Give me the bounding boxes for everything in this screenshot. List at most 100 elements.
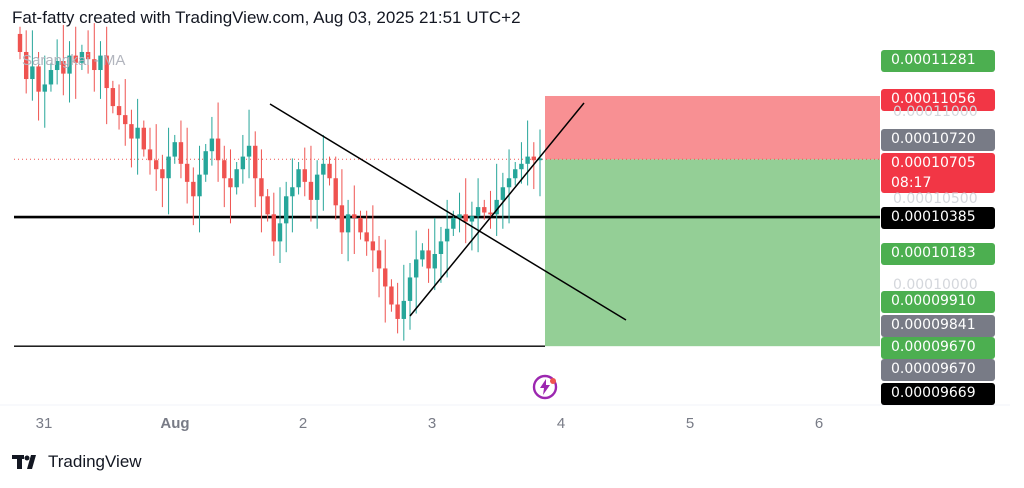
candle-body bbox=[17, 33, 23, 52]
candle-body bbox=[160, 169, 165, 179]
candle-body bbox=[48, 70, 54, 85]
candle-body bbox=[61, 61, 66, 74]
price-label-value: 0.00011281 bbox=[891, 52, 976, 68]
candle-body bbox=[197, 174, 202, 197]
candle-body bbox=[283, 196, 289, 224]
bolt-icon[interactable] bbox=[531, 373, 559, 401]
time-tick: 2 bbox=[298, 415, 308, 432]
price-label-value: 0.00009670 bbox=[891, 339, 976, 355]
price-tick: 0.00011000 bbox=[893, 104, 978, 120]
candle-body bbox=[271, 214, 277, 242]
candle-body bbox=[98, 55, 103, 71]
price-label: 0.00009670 bbox=[881, 359, 995, 381]
candle-body bbox=[345, 214, 351, 233]
take-profit-zone bbox=[545, 159, 880, 347]
candle-body bbox=[302, 169, 307, 182]
candle-body bbox=[54, 61, 60, 71]
price-label: 0.00011281 bbox=[881, 50, 995, 72]
candle-body bbox=[265, 196, 270, 215]
countdown-timer: 08:17 bbox=[891, 175, 932, 191]
price-label: 0.00010385 bbox=[881, 207, 995, 229]
time-tick: 5 bbox=[685, 415, 695, 432]
candle-body bbox=[469, 216, 475, 222]
candle-body bbox=[370, 241, 376, 251]
candle-body bbox=[166, 156, 171, 179]
candle-body bbox=[277, 223, 283, 242]
ascending-trendline bbox=[409, 102, 585, 317]
candle-body bbox=[73, 55, 78, 63]
price-label: 0.00009841 bbox=[881, 315, 995, 337]
candle-body bbox=[178, 142, 184, 164]
candle-body bbox=[308, 181, 314, 200]
candle-body bbox=[296, 169, 301, 188]
candle-body bbox=[327, 163, 332, 179]
candle-body bbox=[259, 178, 264, 197]
price-label: 0.00009910 bbox=[881, 291, 995, 313]
candle-body bbox=[358, 217, 363, 233]
candle-body bbox=[246, 145, 252, 157]
candle-body bbox=[364, 232, 369, 242]
candle-body bbox=[67, 55, 72, 74]
tradingview-logo-icon bbox=[12, 455, 36, 469]
price-label: 0.00011056 bbox=[881, 89, 995, 111]
time-tick: Aug bbox=[160, 415, 190, 432]
candle-body bbox=[110, 88, 116, 107]
price-label-value: 0.00009910 bbox=[891, 293, 976, 309]
price-label: 0.00009669 bbox=[881, 383, 995, 405]
candle-body bbox=[506, 178, 512, 188]
price-label: 0.00010705 08:17 bbox=[881, 153, 995, 193]
candle-body bbox=[432, 254, 437, 269]
candle-body bbox=[215, 138, 221, 161]
candle-body bbox=[222, 160, 227, 179]
candle-body bbox=[463, 214, 468, 222]
stop-loss-zone bbox=[545, 95, 880, 160]
candle-body bbox=[234, 169, 239, 188]
candle-body bbox=[135, 127, 140, 139]
candle-body bbox=[482, 207, 487, 213]
time-tick: 31 bbox=[35, 415, 53, 432]
candle-body bbox=[500, 187, 506, 200]
candle-body bbox=[184, 163, 190, 182]
candle-body bbox=[383, 268, 388, 287]
candle-body bbox=[494, 199, 499, 215]
candle-body bbox=[129, 124, 134, 139]
price-label-value: 0.00009669 bbox=[891, 385, 976, 401]
price-label-value: 0.00010385 bbox=[891, 209, 976, 225]
price-label: 0.00010183 bbox=[881, 243, 995, 265]
candle-body bbox=[333, 178, 338, 206]
candle-body bbox=[314, 174, 320, 200]
candle-body bbox=[85, 51, 91, 60]
candle-body bbox=[203, 151, 208, 175]
candle-body bbox=[531, 156, 537, 161]
candle-body bbox=[228, 178, 233, 188]
price-label-value: 0.00010720 bbox=[891, 131, 976, 147]
candle-body bbox=[92, 59, 97, 71]
price-tick: 0.00010500 bbox=[893, 191, 978, 207]
candle-body bbox=[389, 286, 394, 305]
chart-header: Fat-fatty created with TradingView.com, … bbox=[12, 8, 521, 27]
price-tick: 0.00010000 bbox=[893, 277, 978, 293]
candle-body bbox=[537, 158, 543, 161]
candle-body bbox=[444, 228, 450, 242]
price-label-value: 0.00009670 bbox=[891, 361, 976, 377]
candle-body bbox=[413, 259, 419, 278]
candle-body bbox=[488, 212, 493, 215]
candle-body bbox=[525, 156, 530, 164]
candle-body bbox=[240, 156, 246, 170]
candle-body bbox=[191, 181, 196, 197]
candle-body bbox=[141, 127, 147, 150]
candle-body bbox=[253, 145, 258, 179]
footer: TradingView bbox=[12, 452, 142, 472]
candle-body bbox=[153, 160, 159, 170]
candle-body bbox=[519, 163, 524, 170]
time-tick: 4 bbox=[556, 415, 566, 432]
candle-body bbox=[30, 66, 35, 80]
candle-body bbox=[23, 51, 29, 80]
footer-brand: TradingView bbox=[48, 452, 142, 471]
candle-body bbox=[420, 250, 425, 260]
candle-body bbox=[42, 84, 47, 92]
candle-body bbox=[36, 66, 41, 92]
candle-body bbox=[172, 142, 177, 157]
candle-body bbox=[290, 187, 295, 197]
